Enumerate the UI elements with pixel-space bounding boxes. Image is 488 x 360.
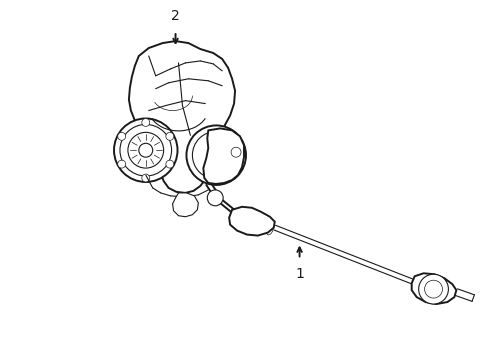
Circle shape [211,150,221,160]
Polygon shape [203,129,244,184]
Ellipse shape [443,288,450,300]
Text: 2: 2 [171,9,180,23]
Circle shape [114,118,177,182]
Ellipse shape [244,215,253,227]
Circle shape [120,125,171,176]
Polygon shape [129,41,235,193]
Ellipse shape [232,211,237,220]
Circle shape [142,174,149,182]
Circle shape [186,125,245,185]
Circle shape [118,160,125,168]
Ellipse shape [251,216,262,231]
Circle shape [192,131,240,179]
Polygon shape [229,207,274,235]
Ellipse shape [259,220,267,233]
Circle shape [231,147,241,157]
Polygon shape [411,273,455,304]
Polygon shape [172,193,198,217]
Circle shape [139,143,152,157]
Text: 1: 1 [295,267,304,281]
Circle shape [118,132,125,140]
Ellipse shape [414,277,421,287]
Circle shape [418,274,447,304]
Ellipse shape [436,284,445,298]
Ellipse shape [428,280,439,296]
Circle shape [128,132,163,168]
Ellipse shape [421,279,430,292]
Circle shape [207,190,223,206]
Circle shape [424,280,442,298]
Circle shape [142,118,149,126]
Ellipse shape [238,212,245,223]
Circle shape [165,160,173,168]
Circle shape [165,132,173,140]
Ellipse shape [266,224,273,235]
